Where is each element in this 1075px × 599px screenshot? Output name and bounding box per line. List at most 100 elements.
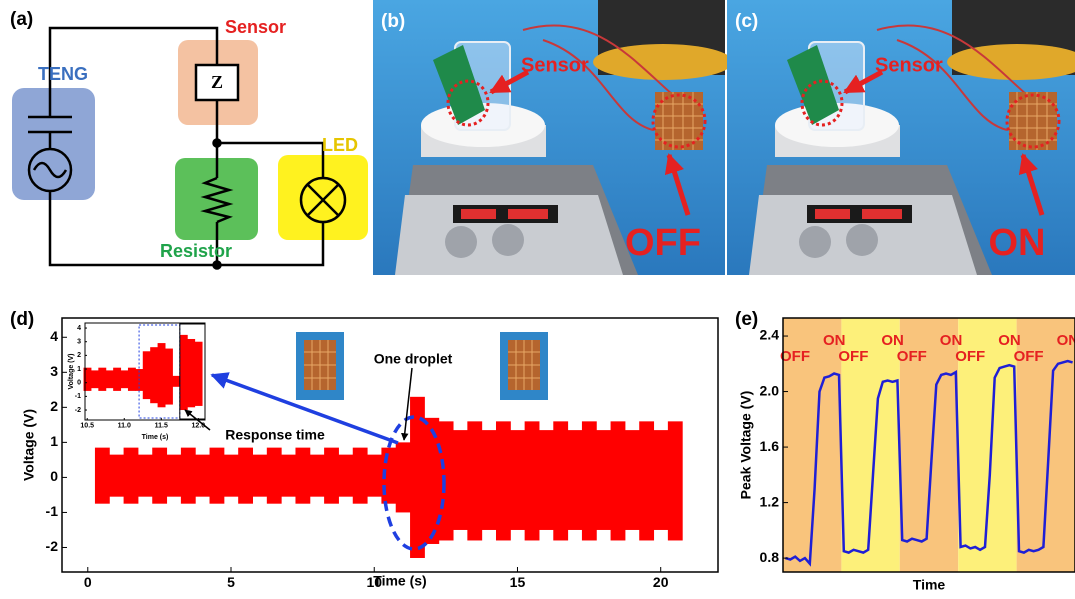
signal-envelope bbox=[295, 447, 311, 504]
led-label: LED bbox=[322, 135, 358, 155]
teng-box bbox=[12, 88, 95, 200]
signal-envelope bbox=[166, 454, 182, 497]
state-label: ON bbox=[940, 332, 963, 349]
thumbnail-grid bbox=[304, 340, 336, 390]
signal-envelope bbox=[567, 430, 583, 530]
x-axis-label: Time bbox=[913, 577, 946, 593]
signal-envelope bbox=[453, 430, 468, 530]
state-label: OFF bbox=[1014, 348, 1044, 365]
signal-envelope bbox=[194, 341, 203, 406]
signal-envelope bbox=[113, 367, 122, 391]
y-axis-label: Peak Voltage (V) bbox=[738, 391, 754, 500]
droplet-region bbox=[382, 415, 446, 551]
signal-envelope bbox=[127, 367, 136, 391]
signal-envelope bbox=[352, 447, 368, 504]
x-tick-label: 11.0 bbox=[118, 422, 131, 429]
y-tick-label: -2 bbox=[46, 538, 59, 554]
signal-envelope bbox=[653, 430, 669, 530]
signal-envelope bbox=[252, 454, 268, 497]
y-tick-label: -2 bbox=[75, 407, 81, 414]
y-tick-label: 1.2 bbox=[760, 493, 780, 509]
resistor-symbol bbox=[200, 176, 234, 224]
y-tick-label: 2 bbox=[77, 352, 81, 359]
arrow bbox=[664, 153, 691, 216]
sensor-label: Sensor bbox=[875, 54, 943, 76]
x-axis-label: Time (s) bbox=[142, 434, 169, 441]
impedance-box bbox=[194, 63, 240, 102]
y-tick-label: 4 bbox=[50, 328, 58, 344]
signal-envelope bbox=[209, 447, 225, 504]
plate-top bbox=[775, 103, 899, 147]
droplet-arrow bbox=[401, 367, 413, 441]
teng-label: TENG bbox=[38, 64, 88, 84]
signal-envelope bbox=[120, 370, 129, 389]
y-tick-label: 0 bbox=[77, 380, 81, 387]
signal-envelope bbox=[624, 430, 640, 530]
signal-envelope bbox=[667, 421, 683, 541]
signal-envelope bbox=[467, 421, 483, 541]
display-digits bbox=[862, 209, 902, 219]
signal-envelope bbox=[410, 396, 425, 558]
signal-envelope bbox=[109, 454, 125, 497]
stand-plate bbox=[593, 44, 733, 80]
annotation: Response time bbox=[225, 427, 325, 443]
y-tick-label: 3 bbox=[77, 339, 81, 346]
y-tick-label: 1 bbox=[50, 433, 58, 449]
state-label: OFF bbox=[780, 348, 810, 365]
x-tick-label: 12.0 bbox=[192, 422, 206, 429]
state-label: OFF bbox=[838, 348, 868, 365]
plate-top bbox=[421, 103, 545, 147]
arrow bbox=[489, 69, 530, 95]
signal-envelope bbox=[281, 454, 296, 497]
signal-envelope bbox=[152, 447, 168, 504]
signal-envelope bbox=[172, 375, 181, 387]
y-tick-label: -1 bbox=[75, 393, 81, 400]
signal-envelope bbox=[94, 447, 110, 504]
x-tick-label: 10.5 bbox=[80, 422, 94, 429]
state-label: OFF bbox=[625, 222, 701, 264]
display-digits bbox=[508, 209, 548, 219]
zoom-box bbox=[138, 324, 181, 419]
led-box bbox=[278, 155, 368, 240]
y-axis-label: Voltage (V) bbox=[21, 409, 37, 481]
signal-envelope bbox=[90, 370, 99, 389]
highlight bbox=[651, 93, 707, 149]
wire bbox=[876, 24, 1028, 131]
highlight bbox=[446, 79, 490, 127]
sensor-label: Sensor bbox=[225, 17, 286, 37]
impedance-label: Z bbox=[211, 72, 223, 92]
signal-envelope bbox=[195, 454, 211, 497]
signal-envelope bbox=[424, 417, 440, 544]
signal-envelope bbox=[538, 430, 554, 530]
y-tick-label: 0.8 bbox=[760, 549, 780, 565]
sine-symbol bbox=[32, 161, 68, 179]
knob bbox=[492, 224, 524, 256]
response-arrow bbox=[184, 409, 211, 431]
signal-envelope bbox=[596, 430, 612, 530]
wire bbox=[522, 24, 674, 131]
arrow bbox=[843, 69, 884, 95]
state-label: ON bbox=[823, 332, 846, 349]
y-tick-label: 0 bbox=[50, 468, 58, 484]
resistor-box bbox=[175, 158, 258, 240]
photo: (b) Sensor OFF bbox=[373, 0, 733, 275]
x-tick-label: 0 bbox=[84, 574, 92, 590]
plot-frame bbox=[782, 317, 1075, 573]
state-label: ON bbox=[1057, 332, 1075, 349]
signal-envelope bbox=[157, 343, 166, 408]
highlight bbox=[1005, 93, 1061, 149]
signal-envelope bbox=[266, 447, 282, 504]
highlight bbox=[800, 79, 844, 127]
display-digits bbox=[461, 209, 496, 219]
sensor-label: Sensor bbox=[521, 54, 589, 76]
signal-envelope bbox=[180, 447, 196, 504]
panel-label: (e) bbox=[735, 309, 758, 330]
knob bbox=[799, 226, 831, 258]
x-tick-label: 15 bbox=[510, 574, 526, 590]
signal-envelope bbox=[495, 421, 511, 541]
panel-label: (b) bbox=[381, 11, 405, 32]
state-label: OFF bbox=[955, 348, 985, 365]
y-tick-label: 2.4 bbox=[760, 327, 780, 343]
